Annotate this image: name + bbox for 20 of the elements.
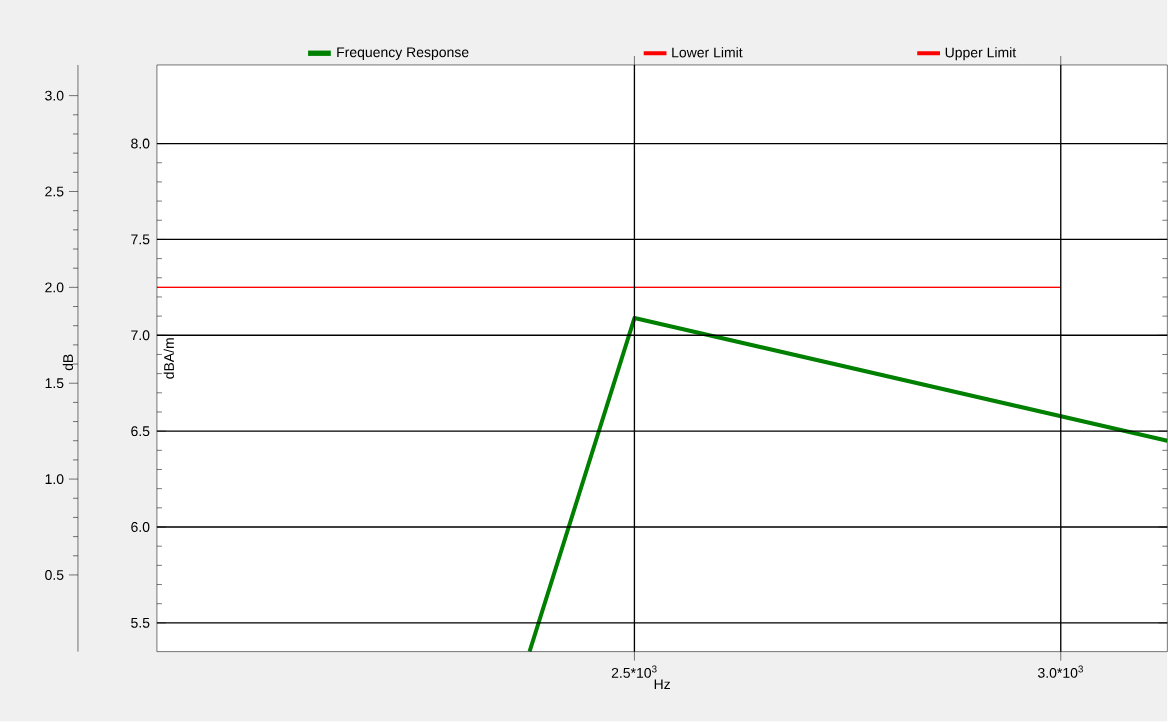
- y2-tick-label: 3.0: [45, 90, 64, 101]
- legend-label: Upper Limit: [945, 47, 1017, 61]
- y2-tick-label: 2.5: [45, 186, 64, 197]
- y2-tick-label: 1.0: [45, 474, 64, 485]
- y-tick-label: 5.5: [131, 618, 150, 628]
- y2-axis-title: dB: [62, 354, 74, 371]
- y-tick-label: 7.5: [131, 234, 150, 245]
- y2-tick-label: 2.0: [45, 282, 64, 293]
- x-tick-label: 3.0*10$^{3}$: [1038, 665, 1083, 679]
- y-tick-label: 7.0: [131, 330, 150, 341]
- legend-label: Frequency Response: [337, 47, 469, 61]
- x-tick-label: 2.5*10$^{3}$: [611, 665, 657, 679]
- y-tick-label: 6.0: [131, 522, 150, 533]
- y2-tick-label: 0.5: [45, 570, 64, 581]
- legend-label: Lower Limit: [672, 47, 743, 58]
- y-tick-label: 6.5: [131, 426, 150, 437]
- y-axis-title: dBA/m: [163, 338, 174, 379]
- y2-tick-label: 1.5: [45, 378, 64, 389]
- x-axis-title: Hz: [654, 679, 670, 690]
- y-tick-label: 8.0: [131, 138, 150, 149]
